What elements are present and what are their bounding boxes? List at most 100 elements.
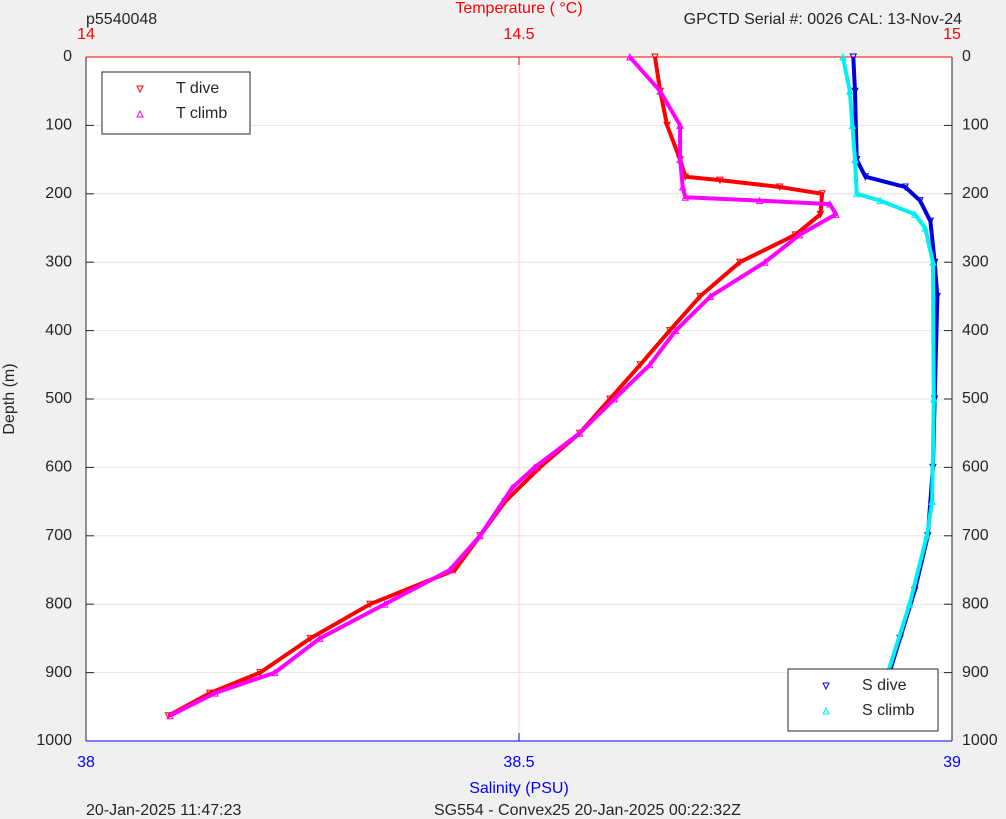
profile-line: [169, 55, 838, 718]
legend-box: [101, 71, 251, 135]
y-tick-label-right: 500: [962, 390, 989, 407]
profile-marker: [665, 327, 674, 335]
profile-marker: [930, 394, 938, 403]
legend-label: S dive: [862, 677, 907, 694]
profile-marker: [775, 183, 784, 192]
profile-marker: [211, 689, 219, 697]
x2-tick-label: 14: [77, 26, 95, 43]
top-left-text: p5540048: [86, 11, 157, 28]
profile-marker: [270, 668, 279, 677]
y-tick-label: 0: [63, 48, 72, 65]
profile-marker: [795, 230, 804, 239]
profile-marker: [636, 361, 645, 369]
profile-marker: [852, 189, 861, 198]
profile-marker: [736, 258, 744, 267]
legend-label: S climb: [862, 702, 915, 719]
y-tick-label-right: 800: [962, 595, 989, 612]
profile-marker: [851, 87, 859, 96]
legend-label: T climb: [176, 105, 227, 122]
profile-marker: [681, 173, 690, 181]
profile-marker: [706, 292, 715, 300]
profile-marker: [380, 600, 389, 608]
y-tick-label-right: 100: [962, 117, 989, 134]
y-label: Depth (m): [1, 363, 18, 434]
profile-marker: [476, 531, 484, 540]
y-tick-label: 800: [45, 595, 72, 612]
y-tick-label-right: 200: [962, 185, 989, 202]
profile-marker: [626, 52, 634, 61]
profile-marker: [923, 531, 931, 540]
profile-marker: [681, 193, 690, 201]
y-tick-label: 600: [45, 459, 72, 476]
profile-marker: [316, 634, 324, 642]
profile-marker: [575, 429, 584, 437]
y-tick-label: 200: [45, 185, 72, 202]
profile-marker: [663, 121, 671, 130]
profile-marker: [826, 199, 834, 208]
profile-marker: [306, 634, 315, 643]
profile-marker: [164, 712, 173, 720]
y-tick-label-right: 300: [962, 253, 989, 270]
profile-line: [840, 56, 936, 717]
profile-marker: [530, 463, 539, 471]
x-tick-label: 38.5: [503, 754, 534, 771]
legend-label: T dive: [176, 80, 219, 97]
y-tick-label-right: 0: [962, 48, 971, 65]
profile-marker: [851, 155, 859, 164]
profile-marker: [696, 292, 704, 301]
x2-tick-label: 15: [943, 26, 961, 43]
y-tick-label: 500: [45, 390, 72, 407]
y-tick-label: 1000: [36, 732, 72, 749]
profile-marker: [166, 711, 174, 720]
x2-label: Temperature ( °C): [455, 0, 582, 17]
profile-marker: [832, 210, 840, 218]
y-tick-label-right: 700: [962, 527, 989, 544]
legend-box: [787, 668, 939, 732]
top-right-text: GPCTD Serial #: 0026 CAL: 13-Nov-24: [684, 11, 962, 28]
profile-marker: [910, 210, 919, 218]
legend-marker: [822, 706, 830, 715]
profile-marker: [929, 258, 937, 266]
y-tick-label: 400: [45, 322, 72, 339]
profile-marker: [905, 600, 914, 608]
profile-marker: [256, 669, 264, 677]
y-tick-label-right: 400: [962, 322, 989, 339]
footer-left: 20-Jan-2025 11:47:23: [86, 802, 241, 819]
profile-marker: [606, 395, 614, 404]
profile-marker: [839, 52, 847, 61]
profile-marker: [761, 258, 769, 266]
y-tick-label: 100: [45, 117, 72, 134]
profile-line: [167, 56, 825, 718]
y-tick-label-right: 600: [962, 459, 989, 476]
profile-marker: [928, 497, 936, 506]
x-tick-label: 38: [77, 754, 95, 771]
profile-marker: [671, 326, 680, 335]
y-tick-label: 900: [45, 664, 72, 681]
profile-marker: [651, 53, 659, 62]
profile-marker: [645, 360, 654, 369]
profile-marker: [926, 217, 935, 226]
profile-marker: [846, 87, 854, 95]
profile-marker: [676, 155, 684, 164]
profile-marker: [816, 210, 825, 219]
profile-marker: [901, 183, 910, 192]
y-tick-label-right: 900: [962, 664, 989, 681]
profile-marker: [656, 87, 664, 95]
profile-marker: [876, 196, 884, 205]
profile-marker: [445, 565, 454, 574]
x-label: Salinity (PSU): [469, 780, 569, 797]
legend-marker: [136, 109, 144, 118]
profile-marker: [366, 600, 374, 609]
profile-marker: [818, 190, 826, 198]
profile-marker: [916, 197, 924, 205]
profile-marker: [848, 121, 857, 129]
profile-marker: [933, 292, 942, 301]
x2-tick-label: 14.5: [503, 26, 534, 43]
profile-marker: [678, 182, 687, 191]
profile-marker: [508, 483, 516, 492]
legend-marker: [822, 682, 830, 691]
y-tick-label: 700: [45, 527, 72, 544]
x-tick-label: 39: [943, 754, 961, 771]
profile-marker: [676, 121, 684, 129]
